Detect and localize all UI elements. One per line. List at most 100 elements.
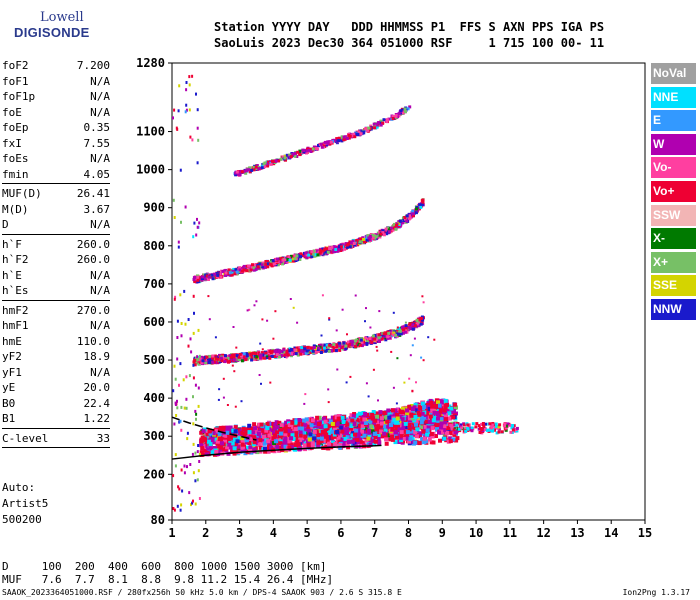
echo-point bbox=[346, 245, 350, 249]
echo-point bbox=[305, 349, 309, 353]
echo-point bbox=[372, 122, 376, 126]
echo-point bbox=[269, 260, 273, 264]
echo-point bbox=[381, 121, 384, 125]
echo-point bbox=[256, 353, 260, 357]
echo-point bbox=[385, 118, 389, 122]
echo-point bbox=[240, 359, 244, 363]
param-row-b1: B1 1.22 bbox=[2, 411, 110, 427]
logo-lowell: Lowell bbox=[40, 10, 84, 25]
y-tick-label: 700 bbox=[143, 277, 165, 291]
echo-point bbox=[250, 168, 254, 172]
echo-point bbox=[394, 227, 398, 231]
echo-point bbox=[317, 143, 321, 147]
echo-point bbox=[394, 333, 398, 337]
param-value: 7.55 bbox=[83, 136, 111, 150]
echo-point bbox=[276, 263, 280, 267]
echo-point bbox=[406, 107, 410, 111]
echo-point bbox=[313, 351, 317, 354]
echo-point bbox=[376, 339, 380, 343]
echo-point bbox=[228, 360, 232, 363]
param-value: 260.0 bbox=[76, 237, 110, 251]
echo-point bbox=[378, 340, 381, 343]
echo-point bbox=[329, 349, 333, 353]
echo-point bbox=[351, 242, 355, 246]
echo-point bbox=[261, 353, 265, 357]
y-tick-label: 400 bbox=[143, 391, 165, 405]
echo-point bbox=[392, 413, 397, 418]
echo-point bbox=[201, 275, 205, 279]
echo-point bbox=[234, 171, 238, 175]
x-tick-label: 9 bbox=[439, 526, 446, 540]
echo-point bbox=[358, 343, 362, 347]
param-value: 110.0 bbox=[76, 334, 110, 348]
echo-point bbox=[221, 270, 225, 273]
echo-point bbox=[432, 422, 437, 427]
echo-point bbox=[271, 349, 275, 353]
param-group-separator bbox=[2, 233, 110, 235]
param-value: 20.0 bbox=[83, 381, 111, 394]
echo-point bbox=[331, 345, 335, 349]
echo-point bbox=[386, 335, 390, 339]
echo-point bbox=[292, 349, 296, 353]
param-row-hf: h`F 260.0 bbox=[2, 237, 110, 253]
echo-point bbox=[395, 225, 399, 229]
echo-point bbox=[285, 153, 289, 157]
echo-point bbox=[326, 142, 330, 146]
echo-point bbox=[209, 361, 213, 365]
echo-point bbox=[283, 156, 287, 160]
echo-point bbox=[266, 262, 270, 266]
echo-point bbox=[399, 109, 403, 113]
echo-point bbox=[370, 340, 374, 344]
echo-point bbox=[268, 355, 272, 359]
echo-point bbox=[414, 211, 418, 215]
y-tick-label: 900 bbox=[143, 201, 165, 215]
echo-point bbox=[234, 173, 238, 177]
param-row-mufd: MUF(D) 26.41 bbox=[2, 186, 110, 202]
echo-point bbox=[304, 351, 308, 355]
echo-point bbox=[261, 351, 264, 355]
echo-point bbox=[455, 436, 460, 441]
echo-point bbox=[299, 352, 303, 356]
echo-point bbox=[342, 138, 346, 142]
echo-point bbox=[415, 322, 419, 326]
param-row-clevel: C-level 33 bbox=[2, 431, 110, 447]
echo-point bbox=[395, 223, 398, 227]
echo-point bbox=[232, 358, 236, 362]
echo-point bbox=[404, 110, 407, 114]
echo-point bbox=[197, 362, 201, 366]
autoscaling-info: Auto: Artist5 500200 bbox=[2, 480, 48, 528]
echo-point bbox=[205, 355, 209, 359]
echo-point bbox=[364, 127, 368, 131]
x-tick-label: 15 bbox=[638, 526, 652, 540]
echo-point bbox=[242, 355, 246, 359]
echo-point bbox=[350, 343, 354, 347]
echo-point bbox=[210, 273, 214, 277]
echo-point bbox=[338, 245, 342, 248]
echo-point bbox=[259, 356, 262, 360]
echo-point bbox=[391, 115, 395, 119]
param-row-hmf1: hmF1 N/A bbox=[2, 318, 110, 334]
echo-point bbox=[349, 339, 353, 343]
param-value: 7.200 bbox=[76, 59, 110, 72]
x-tick-label: 3 bbox=[236, 526, 243, 540]
echo-point bbox=[408, 105, 412, 109]
echo-point bbox=[192, 360, 196, 364]
echo-point bbox=[311, 147, 315, 151]
echo-point bbox=[327, 349, 331, 353]
echo-point bbox=[403, 427, 408, 432]
echo-point bbox=[375, 123, 379, 127]
echo-point bbox=[321, 252, 325, 256]
echo-point bbox=[249, 353, 253, 357]
echo-point bbox=[420, 203, 424, 207]
echo-point bbox=[231, 269, 235, 273]
echo-point bbox=[340, 345, 344, 349]
echo-point bbox=[295, 346, 299, 350]
echo-point bbox=[358, 340, 362, 344]
echo-point bbox=[357, 130, 361, 134]
echo-point bbox=[323, 343, 327, 347]
echo-point bbox=[342, 135, 346, 139]
echo-point bbox=[338, 342, 342, 346]
echo-point bbox=[373, 337, 376, 341]
param-name: h`F2 bbox=[2, 253, 29, 266]
echo-point bbox=[305, 253, 309, 257]
